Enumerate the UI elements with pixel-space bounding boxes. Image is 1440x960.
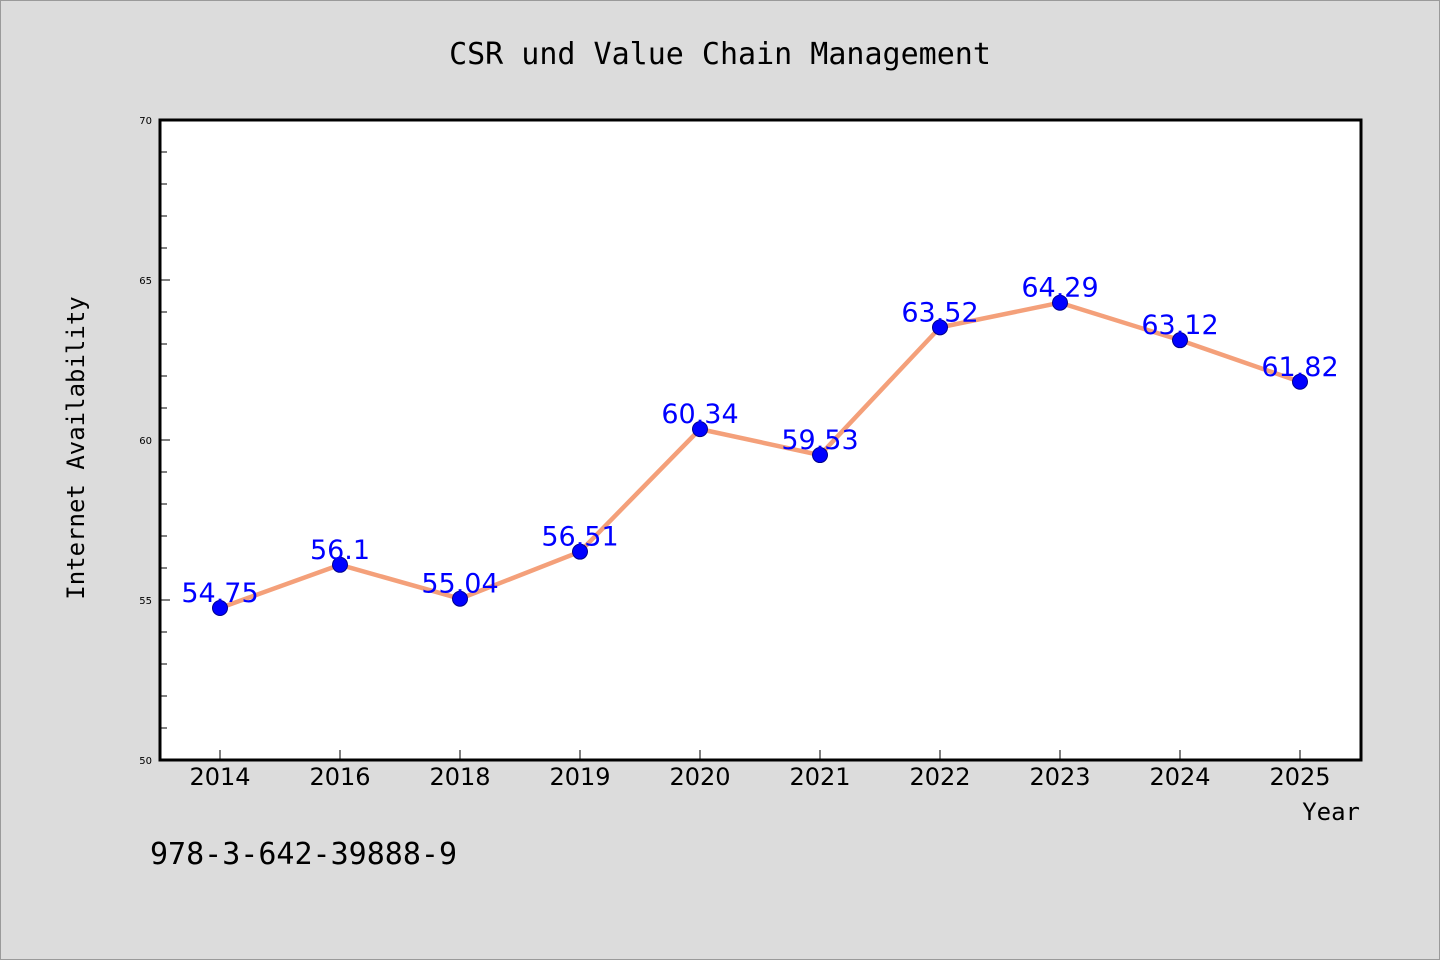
- x-axis-ticks: 2014 2016 2018 2019 2020 2021 2022 2023 2024 2025: [189, 750, 1331, 791]
- data-point: [1052, 294, 1068, 311]
- y-tick-label: 65: [139, 276, 152, 287]
- data-point: [932, 319, 948, 336]
- data-point: [1292, 373, 1308, 390]
- data-label: 61.82: [1261, 352, 1338, 383]
- y-tick-label: 70: [139, 116, 152, 127]
- y-tick-label: 60: [139, 436, 152, 447]
- data-label: 56.51: [541, 522, 618, 553]
- data-point: [812, 447, 828, 464]
- data-label: 63.52: [901, 297, 978, 328]
- x-axis-label: Year: [1302, 798, 1360, 826]
- x-tick-label: 2024: [1149, 763, 1210, 791]
- x-tick-label: 2018: [429, 763, 490, 791]
- x-tick-label: 2019: [549, 763, 610, 791]
- y-tick-label: 50: [139, 756, 152, 767]
- data-point: [212, 600, 228, 616]
- x-tick-label: 2023: [1029, 763, 1090, 791]
- series-line: [219, 300, 1301, 611]
- data-point: [452, 590, 468, 607]
- data-label: 60.34: [661, 399, 738, 430]
- x-tick-label: 2022: [909, 763, 970, 791]
- x-tick-label: 2025: [1269, 763, 1330, 791]
- isbn-footnote: 978-3-642-39888-9: [150, 837, 457, 872]
- plot-border: [158, 118, 1363, 762]
- data-point: [1172, 332, 1188, 349]
- x-tick-label: 2020: [669, 763, 730, 791]
- y-axis-label: Internet Availability: [62, 296, 90, 599]
- x-tick-label: 2016: [309, 763, 370, 791]
- data-point: [692, 421, 708, 438]
- data-markers: [212, 294, 1308, 616]
- data-labels: 54.75 56.1 55.04 56.51 60.34 59.53 63.52 64.29 6…: [181, 273, 1338, 609]
- y-tick-label: 55: [139, 596, 152, 607]
- data-label: 55.04: [421, 569, 498, 600]
- data-label: 56.1: [310, 535, 370, 566]
- data-point: [332, 556, 348, 573]
- x-tick-label: 2014: [189, 763, 250, 791]
- x-tick-label: 2021: [789, 763, 850, 791]
- data-label: 59.53: [781, 425, 858, 456]
- data-label: 54.75: [181, 578, 258, 609]
- chart-title: CSR und Value Chain Management: [449, 37, 991, 72]
- data-label: 64.29: [1021, 273, 1098, 304]
- data-point: [572, 543, 588, 560]
- data-label: 63.12: [1141, 310, 1218, 341]
